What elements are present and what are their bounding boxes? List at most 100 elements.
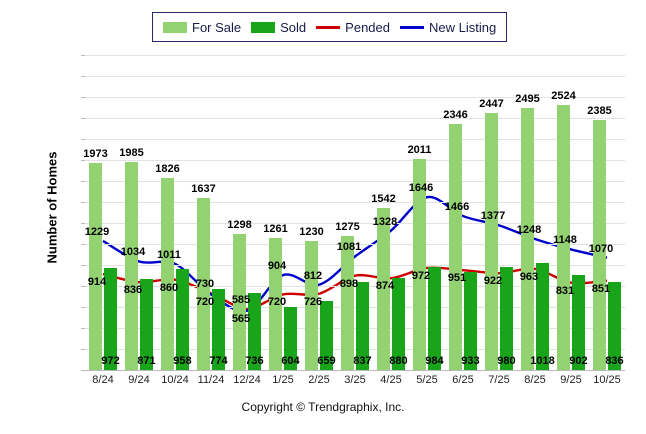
- value-label-pended: 898: [339, 277, 359, 290]
- bar-for-sale[interactable]: [197, 198, 210, 370]
- x-tick-label: 7/25: [488, 374, 510, 386]
- gridline: [85, 349, 625, 350]
- bar-sold[interactable]: [176, 269, 189, 370]
- value-label-for-sale: 2385: [587, 104, 612, 117]
- value-label-new-listing: 1229: [84, 225, 110, 238]
- value-label-pended: 963: [519, 270, 539, 283]
- bar-for-sale[interactable]: [125, 161, 138, 370]
- y-tick-mark: [81, 328, 85, 329]
- gridline: [85, 76, 625, 77]
- bar-sold[interactable]: [428, 266, 441, 370]
- legend-item-new-listing[interactable]: New Listing: [400, 20, 496, 35]
- value-label-for-sale: 1637: [191, 183, 216, 196]
- value-label-new-listing: 812: [303, 269, 323, 282]
- value-label-pended: 585: [231, 293, 251, 306]
- value-label-sold: 880: [389, 355, 408, 367]
- y-tick-mark: [81, 202, 85, 203]
- bar-sold[interactable]: [608, 282, 621, 370]
- legend-line-icon: [400, 25, 424, 29]
- bar-for-sale[interactable]: [233, 233, 246, 370]
- legend-item-pended[interactable]: Pended: [316, 20, 390, 35]
- value-label-sold: 1018: [530, 355, 555, 367]
- bar-for-sale[interactable]: [341, 236, 354, 370]
- value-label-new-listing: 1070: [588, 242, 614, 255]
- bar-sold[interactable]: [320, 300, 333, 370]
- value-label-new-listing: 1034: [120, 246, 146, 259]
- bar-for-sale[interactable]: [377, 208, 390, 370]
- value-label-pended: 874: [375, 280, 395, 293]
- bar-sold[interactable]: [392, 277, 405, 370]
- value-label-for-sale: 2011: [407, 143, 432, 156]
- value-label-new-listing: 1646: [408, 182, 434, 195]
- x-tick-label: 8/25: [524, 374, 546, 386]
- value-label-sold: 659: [317, 355, 336, 367]
- legend-item-label: For Sale: [192, 19, 242, 35]
- value-label-sold: 972: [101, 355, 120, 367]
- gridline: [85, 160, 625, 161]
- bar-sold[interactable]: [500, 267, 513, 370]
- legend-item-for-sale[interactable]: For Sale: [163, 20, 241, 35]
- value-label-sold: 836: [605, 355, 624, 367]
- bar-sold[interactable]: [248, 292, 261, 370]
- value-label-new-listing: 1081: [336, 241, 362, 254]
- value-label-sold: 958: [173, 355, 192, 367]
- plot-area: 3000280026002400220020001800160014001200…: [81, 55, 625, 371]
- gridline: [85, 181, 625, 182]
- bar-for-sale[interactable]: [305, 240, 318, 370]
- x-tick-label: 11/24: [197, 374, 225, 386]
- bar-for-sale[interactable]: [89, 162, 102, 370]
- legend-item-label: Sold: [280, 19, 307, 35]
- gridline: [85, 97, 625, 98]
- value-label-new-listing: 1011: [157, 248, 181, 261]
- value-label-pended: 730: [195, 278, 215, 291]
- y-tick-mark: [81, 76, 85, 77]
- gridline: [85, 328, 625, 329]
- bar-sold[interactable]: [212, 288, 225, 370]
- y-tick-mark: [81, 118, 85, 119]
- value-label-for-sale: 2524: [551, 89, 576, 102]
- gridline: [85, 244, 625, 245]
- legend-item-label: Pended: [345, 19, 390, 35]
- value-label-sold: 604: [281, 355, 300, 367]
- value-label-sold: 933: [461, 355, 480, 367]
- bar-for-sale[interactable]: [521, 108, 534, 370]
- bar-sold[interactable]: [356, 282, 369, 370]
- bar-sold[interactable]: [536, 263, 549, 370]
- bar-for-sale[interactable]: [593, 119, 606, 370]
- gridline: [85, 55, 625, 56]
- legend-line-icon: [316, 25, 341, 29]
- legend-item-sold[interactable]: Sold: [251, 20, 306, 35]
- bar-for-sale[interactable]: [485, 113, 498, 370]
- bar-sold[interactable]: [104, 267, 117, 370]
- bar-sold[interactable]: [284, 306, 297, 370]
- value-label-new-listing: 904: [267, 260, 287, 273]
- bar-for-sale[interactable]: [161, 178, 174, 370]
- y-tick-mark: [81, 265, 85, 266]
- y-tick-mark: [81, 181, 85, 182]
- y-tick-mark: [81, 223, 85, 224]
- value-label-new-listing: 565: [231, 312, 251, 325]
- value-label-for-sale: 2447: [479, 98, 504, 111]
- bar-for-sale[interactable]: [269, 237, 282, 370]
- gridline: [85, 307, 625, 308]
- bar-for-sale[interactable]: [449, 123, 462, 370]
- x-tick-label: 12/24: [233, 374, 261, 386]
- y-tick-mark: [81, 370, 85, 371]
- bar-sold[interactable]: [464, 272, 477, 370]
- x-tick-label: 4/25: [380, 374, 402, 386]
- bar-sold[interactable]: [572, 275, 585, 370]
- legend-swatch-icon: [251, 21, 276, 33]
- value-label-for-sale: 1261: [263, 222, 288, 235]
- y-tick-mark: [81, 97, 85, 98]
- bar-for-sale[interactable]: [557, 104, 570, 370]
- value-label-pended: 972: [411, 269, 431, 282]
- y-tick-mark: [81, 139, 85, 140]
- value-label-for-sale: 1542: [371, 193, 396, 206]
- bar-for-sale[interactable]: [413, 158, 426, 370]
- bar-sold[interactable]: [140, 278, 153, 370]
- gridline: [85, 223, 625, 224]
- value-label-new-listing: 1148: [553, 234, 577, 247]
- y-axis-title: Number of Homes: [44, 151, 60, 264]
- value-label-sold: 774: [209, 355, 228, 367]
- x-tick-label: 3/25: [344, 374, 366, 386]
